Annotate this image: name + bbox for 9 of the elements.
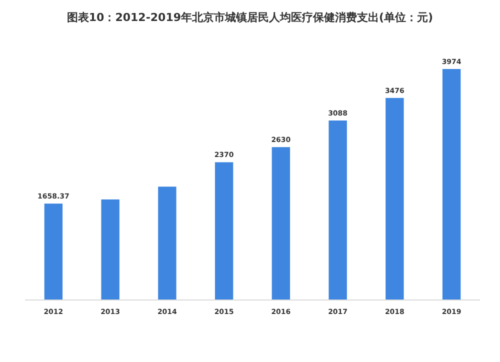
bar xyxy=(158,186,176,300)
bar xyxy=(386,98,404,300)
bar xyxy=(442,69,461,300)
bar xyxy=(101,199,120,300)
bar xyxy=(44,204,63,300)
bar xyxy=(272,147,290,300)
bar xyxy=(328,120,347,300)
bar xyxy=(214,162,234,300)
chart-title: 图表10：2012-2019年北京市城镇居民人均医疗保健消费支出(单位：元) xyxy=(66,11,434,24)
